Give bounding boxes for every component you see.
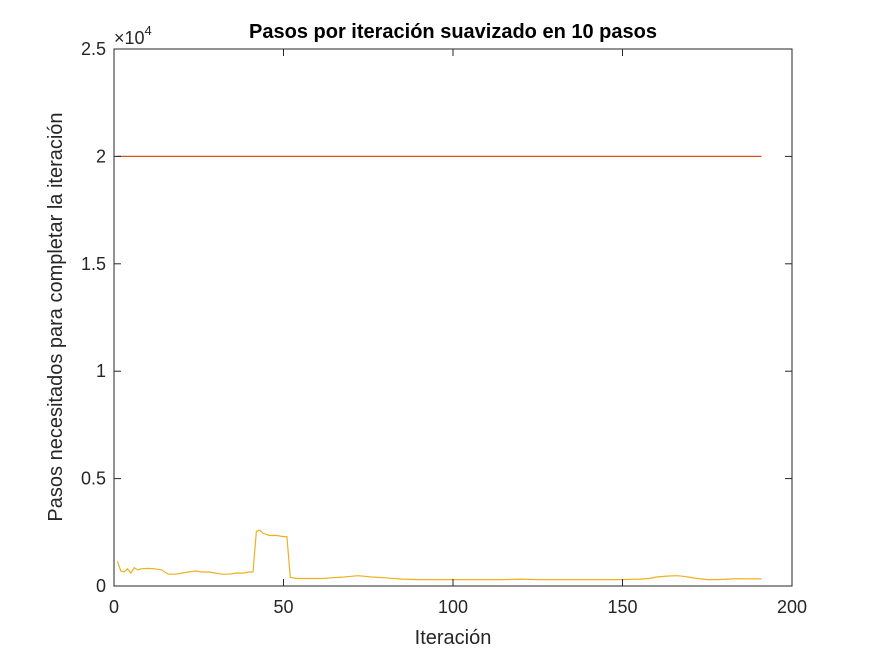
- x-tick-label: 200: [777, 597, 807, 617]
- y-axis-exponent: ×104: [114, 23, 152, 48]
- y-axis-label: Pasos necesitados para completar la iter…: [45, 112, 67, 521]
- x-axis-label: Iteración: [415, 627, 492, 649]
- tick-layer: 0 50 100 150 200 0 0.5 1 1.5 2 2.5: [81, 39, 807, 617]
- chart-title: Pasos por iteración suavizado en 10 paso…: [249, 21, 657, 43]
- x-tick-label: 100: [438, 597, 468, 617]
- y-tick-label: 2.5: [81, 39, 106, 59]
- y-tick-label: 1: [96, 361, 106, 381]
- x-tick-label: 50: [273, 597, 293, 617]
- y-tick-label: 1.5: [81, 254, 106, 274]
- y-tick-label: 0.5: [81, 469, 106, 489]
- axes-background: [114, 49, 792, 586]
- x-tick-label: 0: [109, 597, 119, 617]
- y-axis-exponent-base: ×10: [114, 28, 145, 48]
- x-tick-label: 150: [607, 597, 637, 617]
- y-axis-exponent-power: 4: [145, 23, 152, 38]
- series-layer: [116, 155, 762, 581]
- series-line-2: [116, 529, 762, 581]
- y-tick-label: 0: [96, 576, 106, 596]
- y-tick-label: 2: [96, 146, 106, 166]
